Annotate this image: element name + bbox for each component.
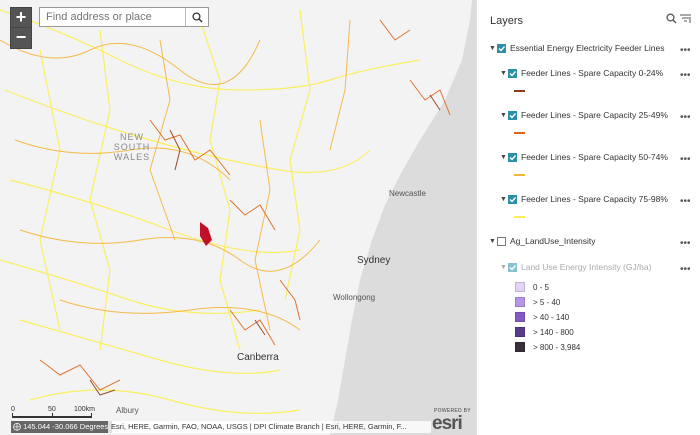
scale-bar: 0 50 100km [11,406,95,418]
zoom-in-button[interactable]: + [10,7,32,29]
search-icon[interactable] [666,13,677,24]
legend-label: > 140 - 800 [533,327,574,337]
layer-checkbox[interactable] [508,110,517,120]
layer-options-button[interactable]: ••• [680,45,691,56]
legend-item: > 140 - 800 [515,327,574,337]
feeder-lines-0-24 [89,94,441,396]
legend-item: 0 - 5 [515,282,549,292]
legend-line-50-74 [514,174,525,176]
legend-line-0-24 [514,90,525,92]
chevron-down-icon[interactable]: ▼ [500,153,507,161]
layer-item-capacity-25-49[interactable]: ▼ Feeder Lines - Spare Capacity 25-49% [500,110,668,120]
layer-name: Ag_LandUse_Intensity [510,236,596,246]
scale-tick-0: 0 [11,406,15,413]
ocean [330,0,476,435]
layer-item-capacity-75-98[interactable]: ▼ Feeder Lines - Spare Capacity 75-98% [500,194,668,204]
map-canvas[interactable] [0,0,476,435]
legend-label: > 40 - 140 [533,312,570,322]
search-icon [191,11,202,22]
powered-by-text: POWERED BY [434,408,471,414]
map-label-region: NEW SOUTH WALES [113,132,151,162]
legend-swatch [515,312,525,322]
legend-item: > 5 - 40 [515,297,560,307]
layer-item-capacity-0-24[interactable]: ▼ Feeder Lines - Spare Capacity 0-24% [500,68,663,78]
layer-options-button[interactable]: ••• [680,70,691,81]
layer-item-capacity-50-74[interactable]: ▼ Feeder Lines - Spare Capacity 50-74% [500,152,668,162]
map-label-newcastle: Newcastle [389,189,426,198]
feeder-lines-25-49 [39,19,451,391]
layer-options-button[interactable]: ••• [680,112,691,123]
layer-name: Feeder Lines - Spare Capacity 75-98% [521,194,668,204]
search-input[interactable] [40,8,186,26]
high-intensity-area [200,222,212,246]
legend-swatch [515,327,525,337]
chevron-down-icon[interactable]: ▼ [500,195,507,203]
legend-item: > 40 - 140 [515,312,569,322]
filter-list-icon[interactable] [680,13,692,24]
zoom-out-button[interactable]: − [10,27,32,49]
layer-item-feeder-lines[interactable]: ▼ Essential Energy Electricity Feeder Li… [489,43,665,53]
panel-title: Layers [490,15,524,27]
legend-label: > 5 - 40 [533,297,561,307]
layer-options-button[interactable]: ••• [680,264,691,275]
legend-label: 0 - 5 [533,282,550,292]
chevron-down-icon[interactable]: ▼ [489,44,496,52]
layer-options-button[interactable]: ••• [680,196,691,207]
layer-name: Essential Energy Electricity Feeder Line… [510,43,665,53]
layer-name: Feeder Lines - Spare Capacity 50-74% [521,152,668,162]
legend-line-25-49 [514,132,525,134]
layer-checkbox[interactable] [508,262,517,272]
chevron-down-icon[interactable]: ▼ [500,69,507,77]
legend-item: > 800 - 3,984 [515,342,580,352]
search-button[interactable] [185,8,208,26]
chevron-down-icon[interactable]: ▼ [500,263,507,271]
map-view[interactable]: + − NEW SOUTH WALES Newcastle Sydney Wol… [0,0,476,435]
coordinate-readout[interactable]: ⨁ 145.044 -30.066 Degrees [11,421,113,433]
layer-options-button[interactable]: ••• [680,154,691,165]
layer-item-ag-landuse[interactable]: ▼ Ag_LandUse_Intensity [489,236,596,246]
legend-line-75-98 [514,216,525,218]
layer-name: Feeder Lines - Spare Capacity 25-49% [521,110,668,120]
coordinate-text: 145.044 -30.066 Degrees [23,422,109,431]
crosshair-icon: ⨁ [13,422,21,431]
map-label-wollongong: Wollongong [333,293,376,302]
legend-swatch [515,282,525,292]
layer-name: Feeder Lines - Spare Capacity 0-24% [521,68,664,78]
layers-panel: Layers ▼ Essential Energy Electricity Fe… [476,0,700,435]
attribution[interactable]: Esri, HERE, Garmin, FAO, NOAA, USGS | DP… [108,421,431,433]
layer-checkbox[interactable] [508,194,517,204]
search-box [39,7,209,27]
legend-swatch [515,342,525,352]
map-label-albury: Albury [116,406,139,415]
map-label-sydney: Sydney [357,255,391,266]
layer-item-land-use-energy[interactable]: ▼ Land Use Energy Intensity (GJ/ha) [500,262,651,272]
layer-checkbox[interactable] [497,236,506,246]
legend-swatch [515,297,525,307]
legend-label: > 800 - 3,984 [533,342,581,352]
map-label-canberra: Canberra [237,352,279,363]
scale-tick-50: 50 [48,406,56,413]
layer-checkbox[interactable] [508,152,517,162]
feeder-lines-50-74 [0,19,351,331]
esri-wordmark: esri [432,413,463,434]
layer-checkbox[interactable] [497,43,506,53]
layer-options-button[interactable]: ••• [680,238,691,249]
chevron-down-icon[interactable]: ▼ [489,237,496,245]
scale-tick-100: 100km [74,406,96,413]
layer-checkbox[interactable] [508,68,517,78]
esri-logo[interactable]: POWERED BY esri [432,408,474,434]
layer-name: Land Use Energy Intensity (GJ/ha) [521,262,652,272]
chevron-down-icon[interactable]: ▼ [500,111,507,119]
